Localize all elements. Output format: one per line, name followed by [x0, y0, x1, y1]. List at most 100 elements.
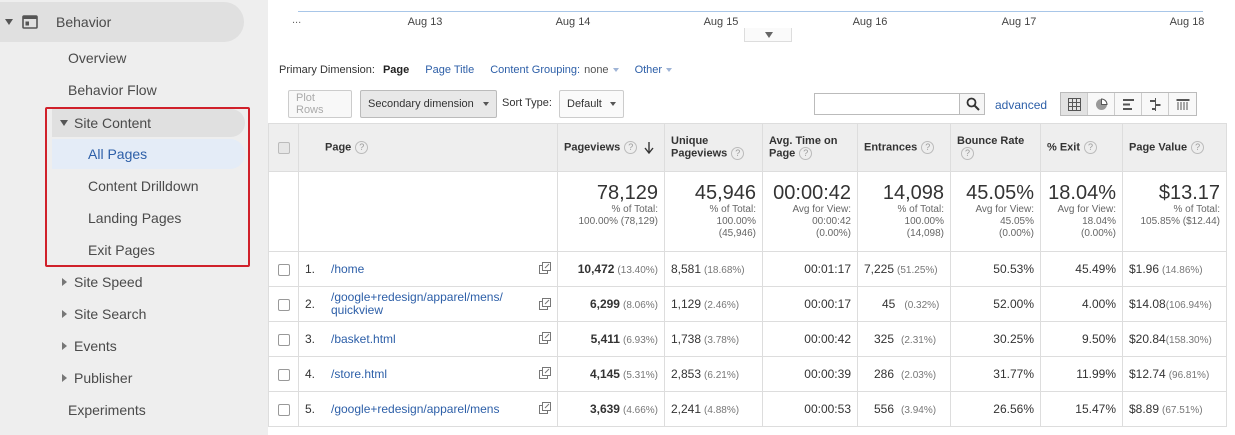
sidebar-item-publisher[interactable]: Publisher — [74, 370, 133, 386]
unique-cell: 1,738 (3.78%) — [664, 321, 763, 357]
header-label: Unique Pageviews — [671, 135, 728, 160]
avg-time-cell: 00:00:39 — [762, 356, 858, 392]
sidebar-item-overview[interactable]: Overview — [68, 50, 127, 66]
page-link[interactable]: /basket.html — [331, 332, 396, 346]
header-label: Page Value — [1129, 141, 1188, 154]
table-view-button[interactable] — [1061, 93, 1088, 115]
row-checkbox[interactable] — [277, 403, 290, 416]
help-icon[interactable]: ? — [799, 147, 813, 160]
chart-dots: ... — [292, 14, 302, 26]
external-link-icon[interactable] — [539, 262, 551, 274]
red-highlight-box — [45, 107, 250, 267]
column-header-bounce-rate[interactable]: Bounce Rate? — [950, 123, 1041, 172]
sidebar: Behavior Overview Behavior Flow Site Con… — [0, 0, 268, 435]
plot-rows-button[interactable]: Plot Rows — [288, 90, 352, 118]
total-sub: 00:00:42 — [812, 216, 851, 227]
sidebar-item-events[interactable]: Events — [74, 338, 117, 354]
column-header-page-value[interactable]: Page Value? — [1122, 123, 1227, 172]
value-pct: (158.30%) — [1165, 335, 1212, 346]
external-link-icon[interactable] — [539, 402, 551, 414]
value-value: $14.08 — [1129, 297, 1166, 311]
entrances-value: 325 — [874, 332, 895, 346]
exit-cell: 15.47% — [1040, 391, 1123, 427]
chevron-right-icon — [62, 374, 67, 382]
page-link[interactable]: /home — [331, 262, 365, 276]
behavior-icon — [22, 15, 38, 29]
column-header-avg-time[interactable]: Avg. Time on Page? — [762, 123, 858, 172]
column-header-exit[interactable]: % Exit? — [1040, 123, 1123, 172]
total-entrances: 14,098 % of Total: 100.00% (14,098) — [857, 171, 951, 252]
value-cell: $20.84(158.30%) — [1122, 321, 1227, 357]
row-checkbox[interactable] — [277, 368, 290, 381]
column-header-unique-pageviews[interactable]: Unique Pageviews? — [664, 123, 763, 172]
total-value: 45.05% — [966, 182, 1034, 204]
avg-time-cell: 00:00:17 — [762, 286, 858, 322]
sidebar-item-experiments[interactable]: Experiments — [68, 402, 146, 418]
sidebar-item-exit-pages[interactable]: Exit Pages — [88, 242, 155, 258]
help-icon[interactable]: ? — [624, 141, 638, 154]
page-cell: 4. /store.html — [298, 356, 558, 392]
unique-value: 2,853 — [671, 367, 702, 381]
external-link-icon[interactable] — [539, 332, 551, 344]
pie-view-button[interactable] — [1088, 93, 1115, 115]
total-sub: (0.00%) — [815, 228, 851, 239]
column-header-pageviews[interactable]: Pageviews? — [557, 123, 665, 172]
external-link-icon[interactable] — [539, 298, 551, 310]
page-link-line: quickview — [331, 303, 384, 317]
page-link[interactable]: /google+redesign/apparel/mens — [331, 402, 500, 416]
value-cell: $1.96 (14.86%) — [1122, 251, 1227, 287]
pageviews-cell: 5,411 (6.93%) — [557, 321, 665, 357]
column-header-entrances[interactable]: Entrances? — [857, 123, 951, 172]
help-icon[interactable]: ? — [1191, 141, 1205, 154]
help-icon[interactable]: ? — [355, 141, 369, 154]
column-header-page[interactable]: Page? — [298, 123, 558, 172]
comparison-view-button[interactable] — [1142, 93, 1169, 115]
total-sub: 45.05% — [1000, 216, 1034, 227]
dimension-page-title[interactable]: Page Title — [425, 64, 475, 76]
external-link-icon[interactable] — [539, 367, 551, 379]
sidebar-item-behavior[interactable]: Behavior — [0, 2, 244, 42]
sort-type-dropdown[interactable]: Default — [559, 90, 624, 118]
page-link[interactable]: /store.html — [331, 367, 388, 381]
dimension-other[interactable]: Other — [635, 64, 673, 76]
header-label: Entrances — [864, 141, 918, 154]
advanced-filter-link[interactable]: advanced — [995, 98, 1048, 112]
unique-value: 1,738 — [671, 332, 702, 346]
help-icon[interactable]: ? — [731, 147, 745, 160]
pivot-view-button[interactable] — [1169, 93, 1196, 115]
unique-value: 2,241 — [671, 402, 702, 416]
help-icon[interactable]: ? — [1084, 141, 1098, 154]
page-link[interactable]: /google+redesign/apparel/mens/quickview — [331, 291, 551, 317]
dimension-page[interactable]: Page — [382, 64, 410, 76]
row-checkbox[interactable] — [277, 333, 290, 346]
table-search-input[interactable] — [814, 93, 960, 115]
row-checkbox[interactable] — [277, 298, 290, 311]
dimension-content-grouping[interactable]: Content Grouping: none — [490, 64, 619, 76]
performance-view-button[interactable] — [1115, 93, 1142, 115]
sidebar-item-behavior-flow[interactable]: Behavior Flow — [68, 82, 157, 98]
entrances-value: 286 — [874, 367, 895, 381]
help-icon[interactable]: ? — [961, 147, 974, 160]
sidebar-item-site-speed[interactable]: Site Speed — [74, 274, 143, 290]
sidebar-item-all-pages[interactable]: All Pages — [52, 139, 245, 169]
sidebar-item-content-drilldown[interactable]: Content Drilldown — [88, 178, 199, 194]
secondary-dimension-dropdown[interactable]: Secondary dimension — [360, 90, 497, 118]
expand-chart-button[interactable] — [744, 28, 792, 42]
search-button[interactable] — [959, 93, 985, 115]
pageviews-pct: (6.93%) — [622, 335, 658, 346]
value-pct: (67.51%) — [1162, 405, 1203, 416]
help-icon[interactable]: ? — [921, 141, 935, 154]
sidebar-item-label: Site Content — [74, 115, 152, 131]
comparison-icon — [1149, 97, 1160, 111]
sidebar-item-landing-pages[interactable]: Landing Pages — [88, 210, 182, 226]
sidebar-item-site-content[interactable]: Site Content — [52, 109, 245, 137]
primary-dimension-label: Primary Dimension: — [279, 64, 375, 76]
total-sub: 18.04% — [1082, 216, 1116, 227]
row-checkbox[interactable] — [277, 263, 290, 276]
entrances-value: 45 — [882, 297, 896, 311]
caret-down-icon — [612, 68, 619, 72]
value-value: $20.84 — [1129, 332, 1166, 346]
header-label: Bounce Rate — [957, 135, 1025, 147]
select-all-checkbox[interactable] — [277, 141, 290, 154]
sidebar-item-site-search[interactable]: Site Search — [74, 306, 147, 322]
